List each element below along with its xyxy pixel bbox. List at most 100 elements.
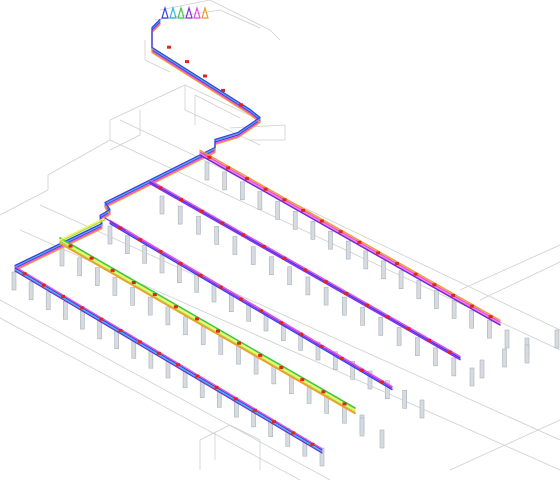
pipe-fitting — [263, 187, 268, 191]
column — [62, 300, 68, 320]
pipe-fitting — [406, 327, 411, 331]
column — [263, 312, 269, 332]
column — [315, 341, 321, 361]
outline-edge — [159, 0, 211, 11]
pipe — [199, 151, 501, 323]
pipe — [14, 266, 323, 450]
column-array — [11, 161, 560, 467]
column — [433, 347, 438, 367]
pipe-fitting — [379, 380, 384, 384]
pipe-fitting — [282, 256, 287, 260]
pipe — [199, 152, 501, 325]
pipe-fitting — [282, 198, 287, 202]
pipe-fitting — [218, 285, 223, 289]
pipe-fitting — [319, 219, 324, 223]
column — [379, 429, 385, 449]
column — [183, 316, 188, 336]
pipe-fitting — [291, 431, 296, 435]
column — [253, 355, 259, 375]
branch-pipe-2[interactable] — [59, 237, 356, 415]
pipe-fitting — [338, 230, 343, 234]
column — [398, 270, 404, 290]
pipe-fitting — [259, 309, 264, 313]
pipe — [59, 217, 106, 241]
column — [419, 399, 425, 419]
column — [342, 296, 347, 316]
pipe-fitting — [233, 397, 238, 401]
column — [236, 345, 241, 365]
pipe-fitting — [342, 402, 347, 406]
column — [305, 276, 311, 296]
pipe-fitting — [239, 103, 243, 107]
pipe-fitting — [447, 350, 452, 354]
column — [384, 380, 390, 400]
pipe — [14, 270, 323, 454]
branch-pipe-3[interactable] — [109, 219, 393, 391]
main-trunk-pipe[interactable] — [14, 18, 261, 272]
pipe — [199, 154, 501, 326]
pipe-fitting — [131, 281, 136, 284]
pipe-fitting — [451, 293, 456, 297]
branch-connector-2[interactable] — [59, 217, 106, 243]
column — [275, 201, 280, 220]
pipe-network[interactable] — [14, 18, 501, 454]
outline-edge — [39, 204, 560, 441]
outline-edge — [0, 317, 301, 480]
pipe-fitting — [99, 317, 104, 321]
riser-marker-icon — [185, 5, 193, 19]
pipe-fitting — [118, 226, 123, 230]
outline-edge — [449, 419, 560, 471]
pipe — [149, 179, 461, 358]
outline-edge — [109, 134, 141, 151]
branch-pipe-5[interactable] — [199, 149, 501, 326]
riser-marker-icon — [201, 5, 209, 19]
pipe-fitting — [195, 317, 199, 321]
pipe-fitting — [413, 272, 418, 276]
pipe — [14, 18, 261, 266]
pipe-fitting — [173, 305, 178, 309]
column — [240, 181, 245, 201]
column — [125, 235, 130, 254]
column — [131, 340, 137, 359]
column — [211, 283, 217, 303]
outline-edge — [0, 299, 331, 480]
pipe-fitting — [152, 293, 157, 297]
column — [147, 296, 153, 316]
pipe-fitting — [300, 378, 305, 382]
pipe-fitting — [80, 306, 85, 310]
column — [95, 267, 100, 286]
outline-edge — [184, 84, 261, 121]
pipe-fitting — [244, 177, 249, 181]
pipe-fitting — [272, 420, 276, 424]
column — [112, 277, 118, 296]
pipe-fitting — [339, 356, 344, 360]
pipe — [199, 149, 501, 321]
column — [11, 271, 17, 291]
column — [80, 310, 85, 330]
pipe — [14, 20, 261, 268]
riser-marker-icon — [169, 5, 177, 19]
column — [416, 280, 422, 299]
column — [345, 240, 351, 260]
pipe — [59, 239, 356, 411]
pipe-fitting — [432, 283, 437, 287]
column — [524, 344, 530, 364]
pipe-fitting — [319, 345, 324, 348]
column — [159, 195, 165, 215]
column — [359, 417, 365, 437]
outline-edge — [209, 0, 271, 31]
column — [214, 226, 219, 245]
column — [269, 256, 274, 276]
pipe-fitting — [198, 273, 203, 277]
branch-pipe-1[interactable] — [14, 266, 323, 454]
column — [159, 254, 165, 274]
column — [502, 348, 507, 368]
column — [469, 367, 475, 387]
pipe — [59, 242, 356, 415]
pipe — [14, 24, 261, 272]
column — [200, 326, 206, 345]
column — [332, 351, 338, 371]
column — [130, 286, 135, 306]
